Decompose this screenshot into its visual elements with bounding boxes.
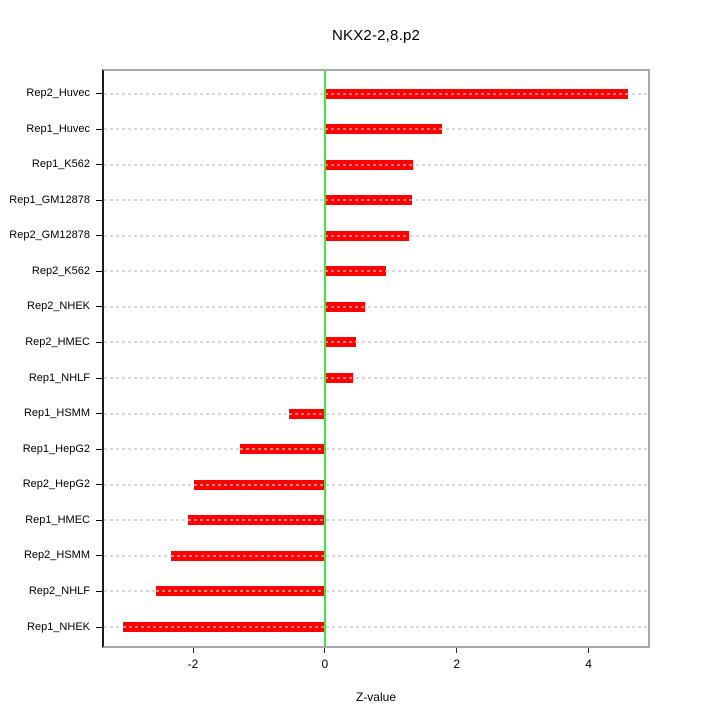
grid-line bbox=[104, 519, 648, 522]
bar-dash-pattern bbox=[324, 234, 409, 237]
bar-dash-pattern bbox=[288, 412, 325, 415]
bar bbox=[324, 159, 413, 170]
grid-line bbox=[104, 554, 648, 557]
y-tick-label: Rep1_HepG2 bbox=[22, 442, 90, 455]
y-tick-label: Rep1_K562 bbox=[31, 158, 90, 171]
x-axis-tick bbox=[588, 646, 590, 653]
y-axis-tick bbox=[96, 519, 104, 521]
bar bbox=[187, 515, 325, 526]
bar-dash-pattern bbox=[156, 590, 325, 593]
bar-dash-pattern bbox=[324, 199, 412, 202]
y-axis-tick bbox=[96, 555, 104, 557]
x-tick-label: -2 bbox=[187, 657, 199, 671]
y-tick-label: Rep1_NHLF bbox=[28, 371, 90, 384]
y-axis-tick bbox=[96, 199, 104, 201]
bar bbox=[156, 586, 325, 597]
y-tick-label: Rep2_NHLF bbox=[28, 584, 90, 597]
y-tick-label: Rep2_HMEC bbox=[25, 335, 90, 348]
bar bbox=[239, 444, 325, 455]
y-axis-tick bbox=[96, 484, 104, 486]
x-axis-tick bbox=[192, 646, 194, 653]
bar-dash-pattern bbox=[324, 341, 356, 344]
plot-border-box bbox=[102, 69, 650, 648]
plot-area bbox=[102, 69, 650, 648]
y-axis-tick bbox=[96, 306, 104, 308]
bar-dash-pattern bbox=[324, 128, 442, 131]
y-axis-tick bbox=[96, 590, 104, 592]
y-axis-tick bbox=[96, 93, 104, 94]
x-tick-label: 2 bbox=[453, 657, 461, 671]
grid-line bbox=[104, 590, 648, 593]
bar bbox=[324, 301, 366, 312]
y-tick-label: Rep1_Huvec bbox=[26, 122, 90, 135]
y-axis-tick bbox=[96, 341, 104, 343]
y-tick-label: Rep2_HSMM bbox=[23, 549, 90, 562]
zero-reference-line bbox=[323, 71, 326, 646]
bar bbox=[123, 622, 325, 632]
y-tick-label: Rep1_NHEK bbox=[27, 620, 90, 633]
grid-line bbox=[104, 341, 648, 344]
bar-dash-pattern bbox=[324, 92, 628, 95]
x-tick-label: 0 bbox=[321, 657, 329, 671]
bar bbox=[324, 373, 353, 384]
y-axis-tick bbox=[96, 128, 104, 130]
y-tick-label: Rep2_HepG2 bbox=[22, 478, 90, 491]
bar-dash-pattern bbox=[324, 163, 413, 166]
bar bbox=[288, 408, 325, 419]
x-axis-title: Z-value bbox=[355, 690, 396, 704]
y-tick-label: Rep2_GM12878 bbox=[9, 229, 90, 242]
x-axis-tick bbox=[324, 646, 326, 653]
bar bbox=[324, 230, 409, 241]
bar bbox=[324, 195, 412, 206]
bar-dash-pattern bbox=[239, 448, 325, 451]
y-axis-tick bbox=[96, 270, 104, 272]
bar bbox=[324, 337, 356, 348]
y-axis-tick bbox=[96, 377, 104, 379]
y-tick-label: Rep1_HSMM bbox=[23, 407, 90, 420]
bar bbox=[171, 550, 325, 561]
grid-line bbox=[104, 483, 648, 486]
bar bbox=[324, 124, 442, 135]
bar-dash-pattern bbox=[324, 270, 386, 273]
bar bbox=[324, 88, 628, 99]
chart-title: NKX2-2,8.p2 bbox=[331, 27, 421, 44]
y-axis-tick bbox=[96, 626, 104, 628]
x-tick-label: 4 bbox=[585, 657, 592, 671]
x-axis-tick bbox=[456, 646, 458, 653]
grid-line bbox=[104, 626, 648, 628]
y-tick-label: Rep1_GM12878 bbox=[9, 193, 90, 206]
bar-dash-pattern bbox=[324, 305, 366, 308]
grid-line bbox=[104, 448, 648, 451]
bar bbox=[194, 479, 325, 490]
grid-line bbox=[104, 412, 648, 415]
bar-dash-pattern bbox=[187, 519, 325, 522]
bar-dash-pattern bbox=[194, 483, 325, 486]
y-tick-label: Rep2_K562 bbox=[31, 264, 90, 277]
y-tick-label: Rep2_Huvec bbox=[26, 87, 90, 99]
grid-line bbox=[104, 377, 648, 380]
bar bbox=[324, 266, 386, 277]
y-tick-label: Rep2_NHEK bbox=[27, 300, 90, 313]
y-axis-tick bbox=[96, 448, 104, 450]
y-axis-tick bbox=[96, 413, 104, 415]
y-axis-tick bbox=[96, 164, 104, 166]
y-axis-tick bbox=[96, 235, 104, 237]
grid-line bbox=[104, 305, 648, 308]
bar-dash-pattern bbox=[324, 377, 353, 380]
bar-dash-pattern bbox=[123, 626, 325, 628]
y-tick-label: Rep1_HMEC bbox=[25, 513, 90, 526]
bar-dash-pattern bbox=[171, 554, 325, 557]
